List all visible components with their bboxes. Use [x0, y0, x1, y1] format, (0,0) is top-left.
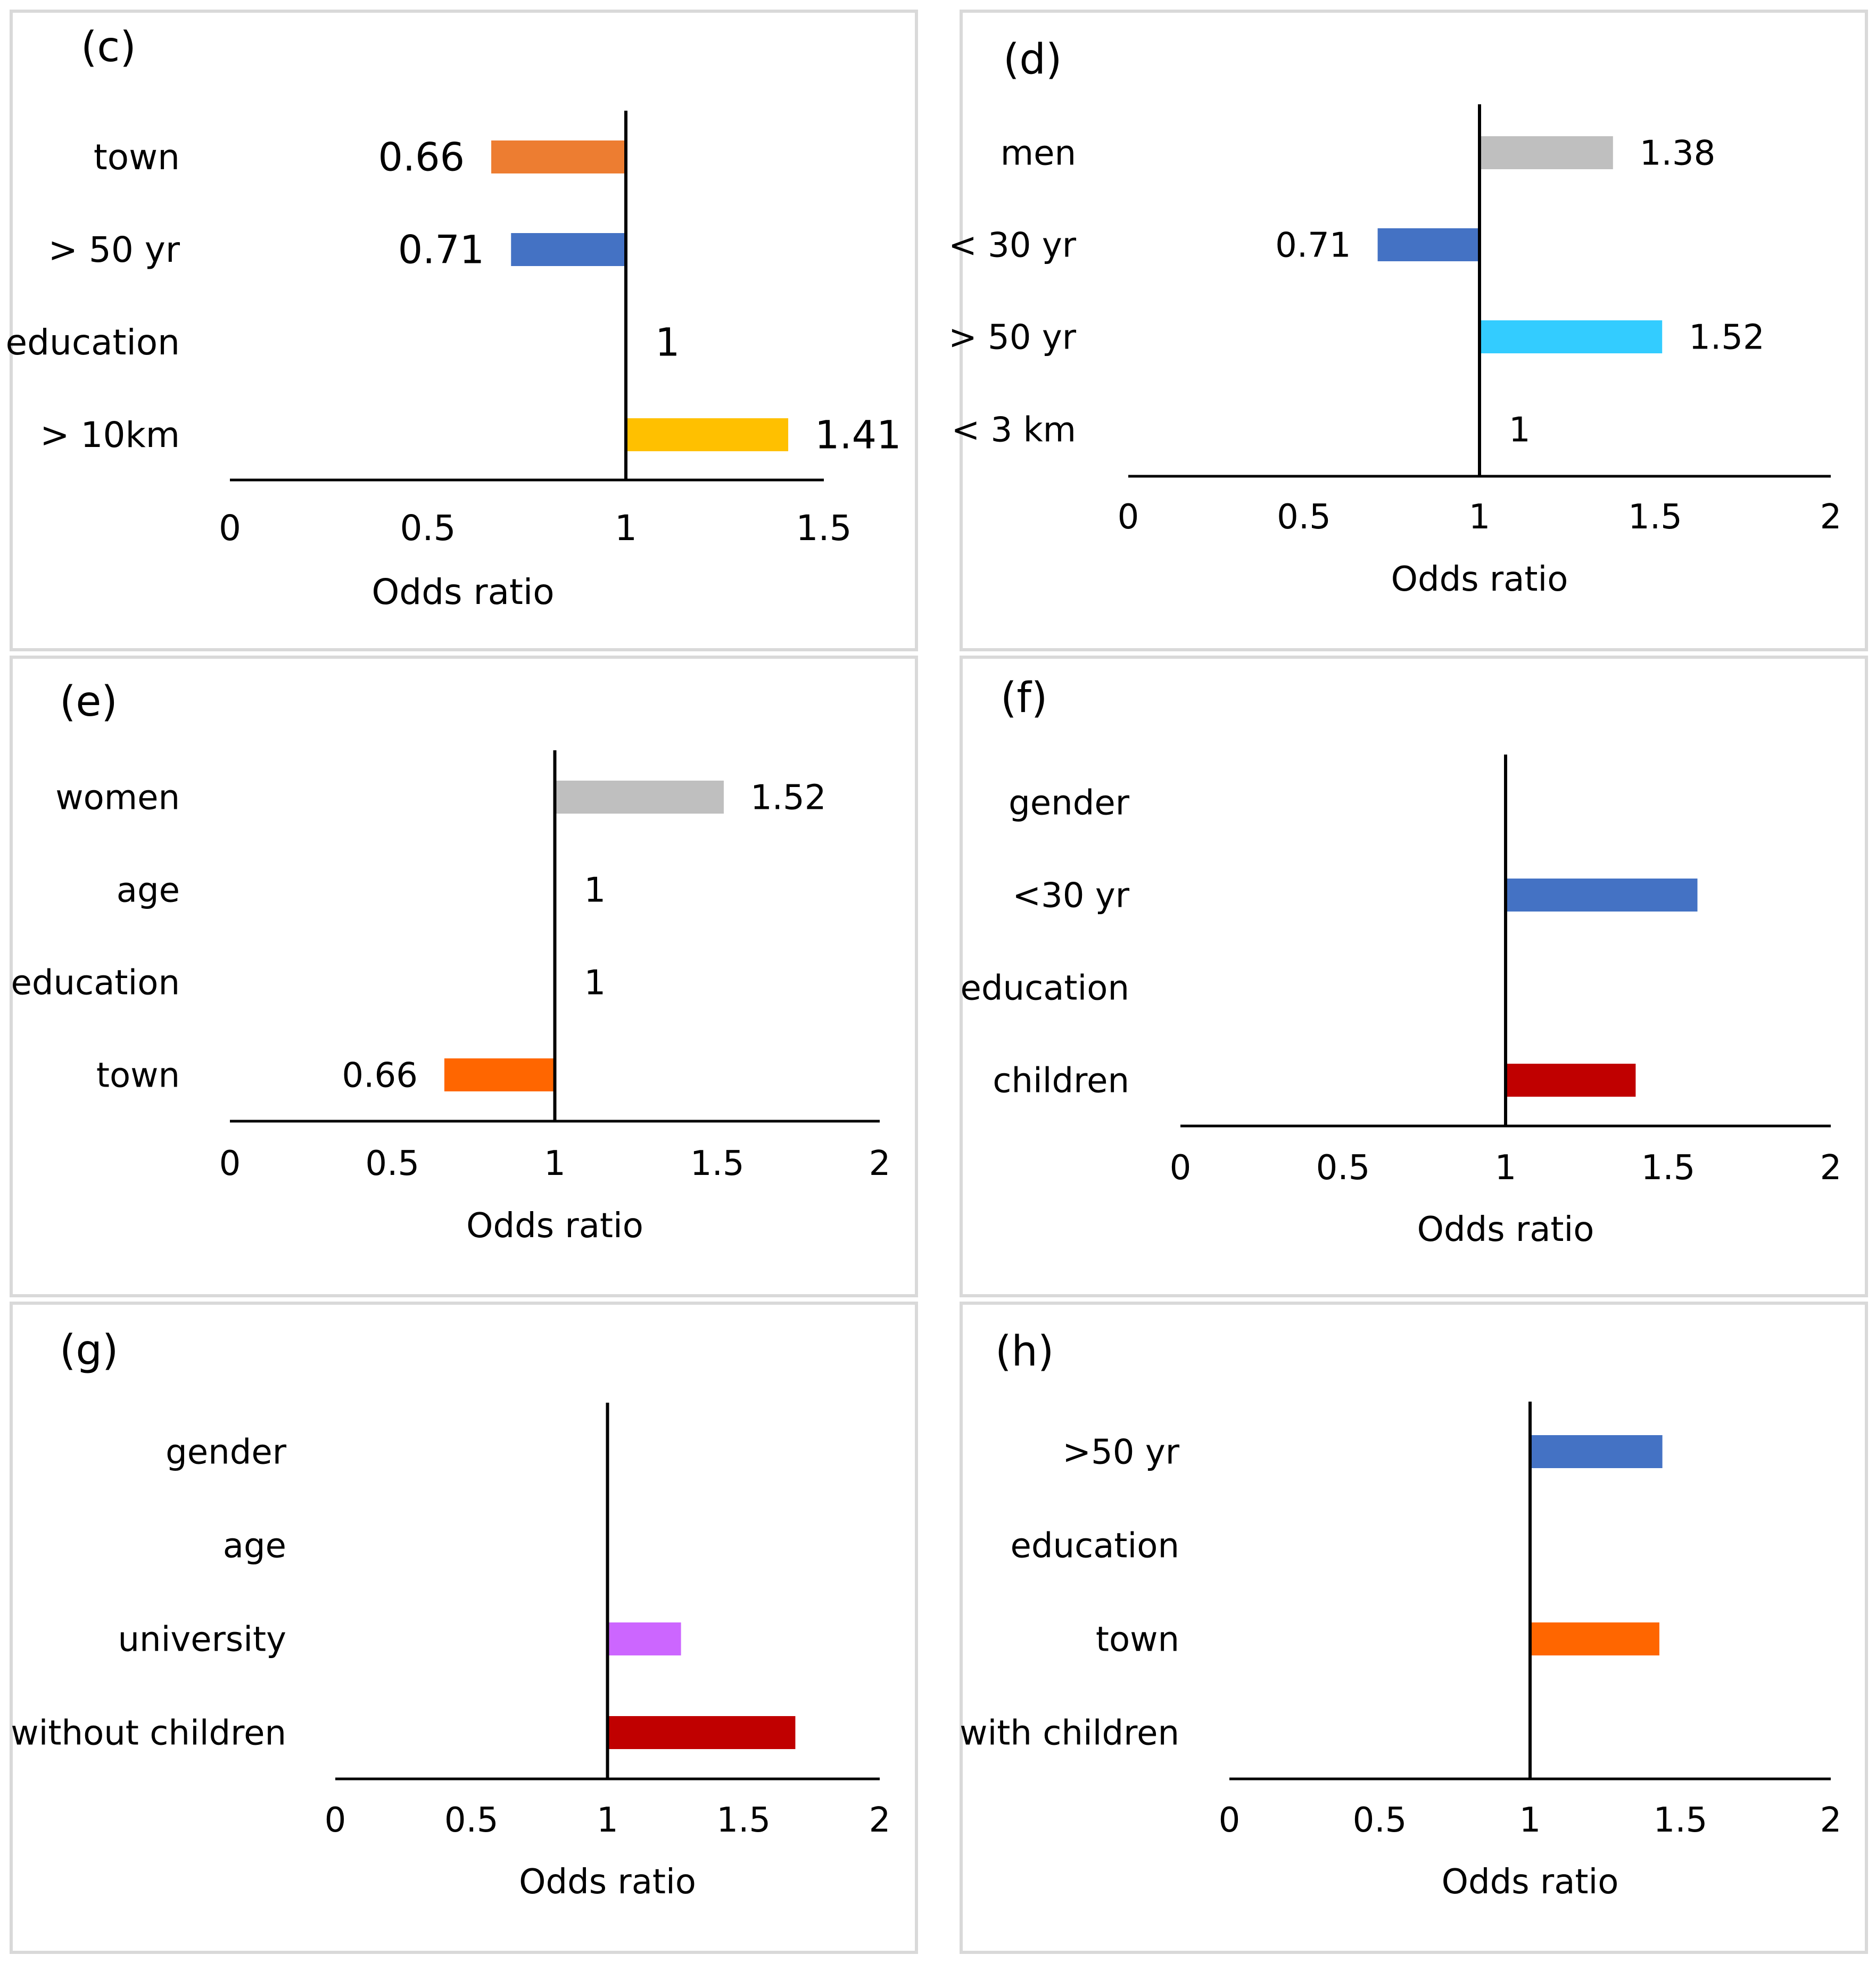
category-label-e-2: age — [117, 871, 180, 910]
x-axis-title-e: Odds ratio — [466, 1206, 643, 1246]
category-label-e-3: education — [11, 963, 180, 1003]
category-label-c-1: town — [94, 137, 180, 178]
tick-label-c-2: 0.5 — [400, 508, 456, 549]
category-label-f-1: gender — [1009, 783, 1130, 823]
bar-c-4 — [626, 418, 789, 451]
data-label-e-4: 0.66 — [342, 1056, 418, 1095]
x-axis-title-c: Odds ratio — [371, 571, 554, 612]
bar-d-1 — [1480, 136, 1613, 169]
tick-label-g-3: 1 — [597, 1801, 618, 1840]
data-label-c-2: 0.71 — [398, 228, 485, 273]
bar-h-1 — [1530, 1435, 1663, 1468]
panel-label-f: (f) — [1001, 674, 1047, 722]
bar-c-2 — [511, 233, 626, 266]
category-label-g-3: university — [118, 1620, 286, 1659]
data-label-c-4: 1.41 — [815, 413, 902, 458]
category-label-e-1: women — [55, 778, 180, 817]
tick-label-c-1: 0 — [219, 508, 241, 549]
bar-f-2 — [1506, 879, 1698, 912]
bar-g-3 — [607, 1622, 681, 1655]
bar-d-3 — [1480, 320, 1663, 353]
tick-label-c-3: 1 — [615, 508, 637, 549]
chart-panel-f — [960, 656, 1868, 1297]
category-label-h-3: town — [1096, 1620, 1179, 1659]
category-label-h-1: >50 yr — [1062, 1432, 1179, 1472]
category-label-f-3: education — [960, 968, 1129, 1008]
bar-d-2 — [1377, 228, 1480, 261]
bar-e-4 — [444, 1058, 555, 1091]
tick-label-h-3: 1 — [1519, 1801, 1541, 1840]
category-label-d-4: < 3 km — [952, 410, 1076, 450]
tick-label-f-4: 1.5 — [1641, 1148, 1696, 1188]
category-label-d-2: < 30 yr — [948, 226, 1077, 265]
data-label-e-2: 1 — [584, 871, 606, 910]
data-label-d-2: 0.71 — [1275, 226, 1351, 265]
category-label-g-2: age — [223, 1526, 286, 1566]
tick-label-d-2: 0.5 — [1277, 498, 1331, 537]
panel-label-h: (h) — [995, 1328, 1054, 1376]
x-axis-title-h: Odds ratio — [1442, 1862, 1619, 1902]
tick-label-f-3: 1 — [1495, 1148, 1517, 1188]
panel-label-c: (c) — [81, 23, 136, 71]
x-axis-title-d: Odds ratio — [1391, 560, 1568, 599]
tick-label-h-4: 1.5 — [1654, 1801, 1708, 1840]
tick-label-c-4: 1.5 — [796, 508, 852, 549]
tick-label-g-5: 2 — [869, 1801, 891, 1840]
chart-panel-c — [10, 10, 918, 651]
category-label-e-4: town — [96, 1056, 180, 1095]
panel-label-e: (e) — [60, 678, 118, 726]
panel-label-d: (d) — [1003, 36, 1062, 84]
category-label-d-3: > 50 yr — [948, 318, 1077, 357]
tick-label-h-5: 2 — [1820, 1801, 1842, 1840]
tick-label-e-2: 0.5 — [365, 1144, 419, 1183]
data-label-c-3: 1 — [655, 320, 680, 366]
data-label-d-4: 1 — [1509, 410, 1531, 450]
category-label-c-2: > 50 yr — [48, 229, 180, 270]
tick-label-f-2: 0.5 — [1316, 1148, 1370, 1188]
tick-label-e-3: 1 — [544, 1144, 566, 1183]
data-label-d-3: 1.52 — [1689, 318, 1765, 357]
category-label-h-4: with children — [960, 1713, 1179, 1753]
chart-panel-e — [10, 656, 918, 1297]
tick-label-g-1: 0 — [325, 1801, 346, 1840]
tick-label-g-4: 1.5 — [716, 1801, 771, 1840]
tick-label-d-5: 2 — [1820, 498, 1842, 537]
category-label-c-4: > 10km — [40, 415, 180, 455]
category-label-g-1: gender — [166, 1432, 287, 1472]
chart-panel-h — [960, 1302, 1868, 1954]
category-label-f-4: children — [993, 1061, 1129, 1100]
tick-label-f-1: 0 — [1170, 1148, 1192, 1188]
category-label-d-1: men — [1001, 134, 1076, 173]
chart-panel-d — [960, 10, 1868, 651]
bar-g-4 — [607, 1716, 796, 1749]
bar-c-1 — [491, 140, 626, 173]
data-label-c-1: 0.66 — [378, 135, 465, 180]
tick-label-f-5: 2 — [1820, 1148, 1842, 1188]
data-label-e-3: 1 — [584, 963, 606, 1003]
tick-label-e-1: 0 — [219, 1144, 241, 1183]
tick-label-h-1: 0 — [1219, 1801, 1241, 1840]
tick-label-d-4: 1.5 — [1628, 498, 1682, 537]
tick-label-d-3: 1 — [1469, 498, 1491, 537]
category-label-f-2: <30 yr — [1012, 876, 1129, 915]
tick-label-h-2: 0.5 — [1353, 1801, 1407, 1840]
x-axis-title-g: Odds ratio — [519, 1862, 696, 1902]
tick-label-e-4: 1.5 — [690, 1144, 745, 1183]
category-label-h-2: education — [1010, 1526, 1179, 1566]
data-label-e-1: 1.52 — [750, 778, 827, 817]
data-label-d-1: 1.38 — [1640, 134, 1716, 173]
bar-f-4 — [1506, 1064, 1636, 1097]
bar-h-3 — [1530, 1622, 1659, 1655]
tick-label-e-5: 2 — [869, 1144, 891, 1183]
bar-e-1 — [555, 781, 724, 814]
x-axis-title-f: Odds ratio — [1417, 1210, 1594, 1249]
category-label-c-3: education — [6, 322, 180, 363]
tick-label-d-1: 0 — [1118, 498, 1139, 537]
chart-panel-g — [10, 1302, 918, 1954]
panel-label-g: (g) — [60, 1327, 118, 1374]
category-label-g-4: without children — [11, 1713, 286, 1753]
tick-label-g-2: 0.5 — [444, 1801, 499, 1840]
